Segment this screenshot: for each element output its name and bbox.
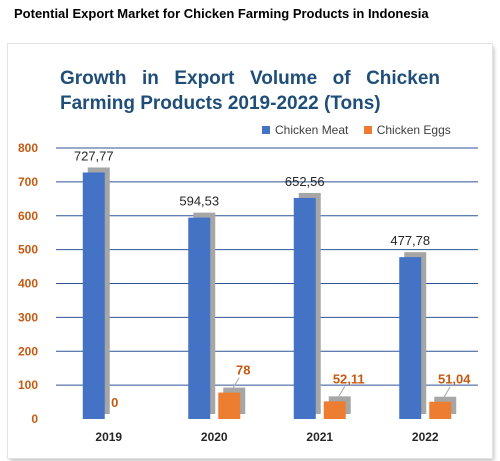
x-tick-label: 2022 [412,430,439,444]
y-tick-label: 500 [18,243,38,257]
bar-chicken-eggs [218,392,241,419]
data-label: 52,11 [333,371,365,386]
legend-item-chicken-eggs: Chicken Eggs [363,123,451,137]
bar-chicken-meat [188,217,211,419]
x-tick-label: 2021 [306,430,333,444]
data-label: 0 [111,395,118,410]
y-tick-label: 300 [18,310,38,324]
y-tick-label: 800 [18,141,38,155]
data-label: 594,53 [179,194,219,209]
leader-line [443,386,451,397]
page-title: Potential Export Market for Chicken Farm… [14,6,429,21]
bar-chicken-meat [293,197,316,419]
data-label: 727,77 [74,148,114,163]
legend-swatch-chicken-meat [262,126,270,134]
bar-chicken-meat [82,172,105,419]
y-tick-label: 600 [18,209,38,223]
data-label: 78 [236,363,250,378]
y-tick-label: 200 [18,344,38,358]
chart-title: Growth in Export Volume of Chicken Farmi… [60,68,440,114]
legend-item-chicken-meat: Chicken Meat [262,123,348,137]
x-tick-label: 2020 [201,430,228,444]
leader-line [232,377,240,388]
legend-label-chicken-meat: Chicken Meat [275,123,349,137]
chart-legend: Chicken Meat Chicken Eggs [262,123,463,137]
data-label: 652,56 [285,174,325,189]
y-tick-label: 0 [31,412,38,426]
y-tick-label: 400 [18,277,38,291]
data-label: 477,78 [390,233,430,248]
data-label: 51,04 [438,372,471,387]
bar-chicken-meat [399,257,422,419]
bar-chicken-eggs [323,401,346,419]
legend-label-chicken-eggs: Chicken Eggs [376,123,451,137]
x-tick-label: 2019 [95,430,122,444]
y-tick-label: 100 [18,378,38,392]
bar-chicken-eggs [429,401,452,419]
legend-swatch-chicken-eggs [363,126,372,134]
y-tick-label: 700 [18,175,38,189]
leader-line [338,386,346,397]
